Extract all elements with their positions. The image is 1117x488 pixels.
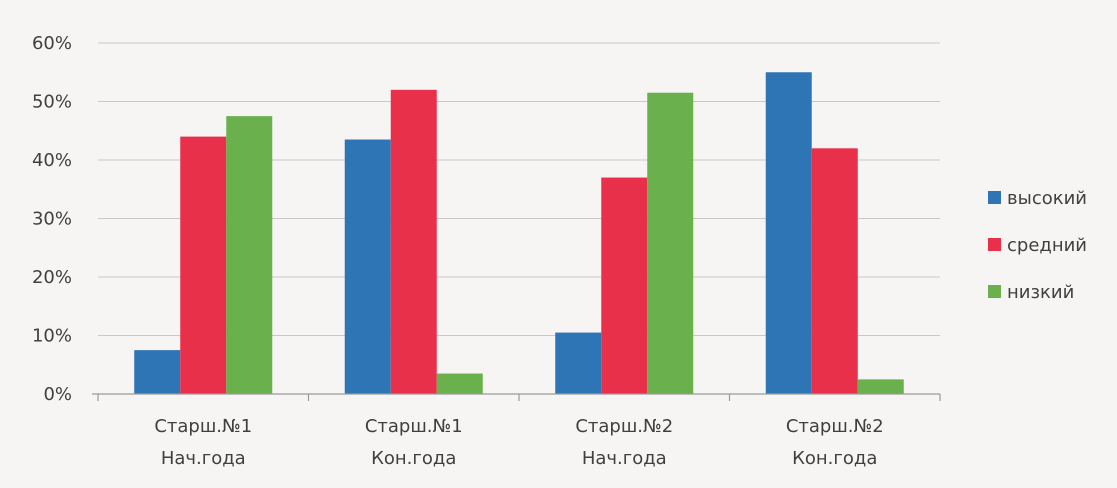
bar-низкий [436,373,483,394]
y-tick-label: 0% [43,384,72,405]
x-category-label: Кон.года [371,448,456,469]
x-category-label: Старш.№2 [786,416,884,437]
bar-высокий [765,72,812,394]
bar-высокий [344,139,391,394]
legend-label: низкий [1007,282,1074,303]
legend-swatch-высокий [988,191,1001,204]
legend-label: высокий [1007,188,1087,209]
legend-swatch-низкий [988,285,1001,298]
x-category-label: Нач.года [582,448,667,469]
y-tick-label: 40% [32,150,72,171]
y-tick-label: 10% [32,326,72,347]
bar-высокий [134,350,181,394]
legend-label: средний [1007,235,1087,256]
bars [134,72,904,395]
y-tick-label: 60% [32,33,72,54]
x-axis [92,393,941,401]
y-tick-label: 20% [32,267,72,288]
x-category-label: Старш.№1 [365,416,463,437]
y-axis-ticks: 0% 10% 20% 30% 40% 50% 60% [32,33,72,405]
bar-низкий [226,116,273,394]
bar-средний [811,148,858,394]
bar-средний [601,177,648,394]
x-category-label: Нач.года [161,448,246,469]
bar-низкий [647,92,694,394]
bar-низкий [857,379,904,394]
x-category-label: Старш.№1 [154,416,252,437]
y-tick-label: 30% [32,209,72,230]
bar-средний [180,136,227,394]
bar-высокий [555,332,602,394]
bar-средний [390,89,437,395]
x-category-label: Кон.года [792,448,877,469]
y-tick-label: 50% [32,92,72,113]
legend: высокий средний низкий [988,188,1087,303]
x-axis-labels: Старш.№1 Нач.года Старш.№1 Кон.года Старш.№2… [154,416,883,469]
legend-swatch-средний [988,238,1001,251]
x-category-label: Старш.№2 [575,416,673,437]
